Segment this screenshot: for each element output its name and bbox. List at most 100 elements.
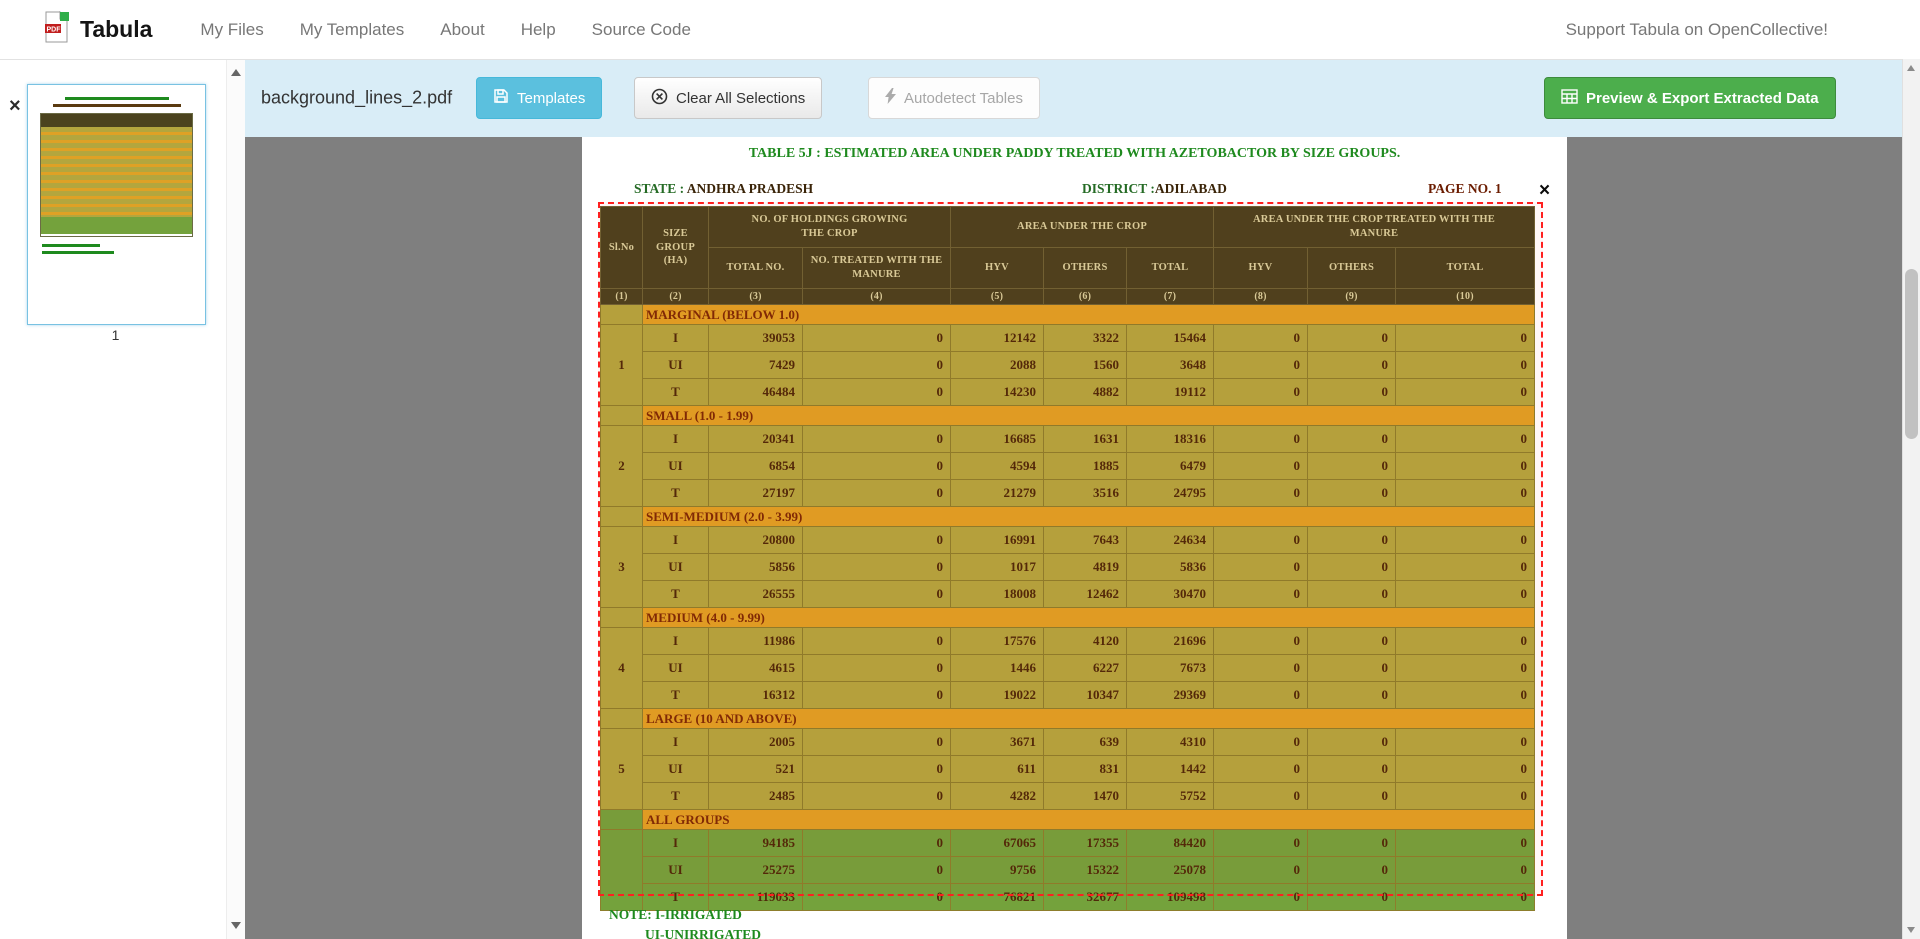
table-cell: 0 bbox=[1213, 479, 1308, 507]
thumbnail-table-header bbox=[41, 114, 192, 127]
support-link[interactable]: Support Tabula on OpenCollective! bbox=[1565, 19, 1828, 39]
svg-text:PDF: PDF bbox=[47, 26, 62, 33]
table-cell: 1017 bbox=[950, 553, 1044, 581]
pdf-page[interactable]: TABLE 5J : ESTIMATED AREA UNDER PADDY TR… bbox=[582, 137, 1567, 939]
table-cell: 0 bbox=[1307, 856, 1396, 884]
templates-button[interactable]: Templates bbox=[476, 77, 603, 119]
nav-my-templates[interactable]: My Templates bbox=[299, 19, 405, 39]
preview-export-button[interactable]: Preview & Export Extracted Data bbox=[1544, 77, 1836, 119]
table-cell: 0 bbox=[802, 856, 951, 884]
table-cell: 0 bbox=[802, 378, 951, 406]
table-cell: 0 bbox=[1307, 681, 1396, 709]
table-cell: 0 bbox=[1394, 654, 1536, 682]
table-cell: 19112 bbox=[1126, 378, 1214, 406]
selection-rectangle[interactable] bbox=[598, 202, 1543, 896]
table-cell: 29369 bbox=[1126, 681, 1214, 709]
table-cell: 0 bbox=[802, 479, 951, 507]
clear-icon bbox=[651, 88, 668, 109]
table-cell: 0 bbox=[1213, 856, 1308, 884]
brand[interactable]: PDF Tabula bbox=[44, 10, 152, 48]
table-row: 4 I 11986 0 17576 4120 21696 0 0 0 bbox=[600, 627, 1536, 709]
table-cell: 6227 bbox=[1043, 654, 1127, 682]
remove-file-icon[interactable]: × bbox=[9, 95, 21, 117]
row-type-cell: I bbox=[642, 425, 709, 453]
window-scrollbar[interactable] bbox=[1902, 59, 1920, 939]
table-cell: 0 bbox=[1307, 452, 1396, 480]
nav-source-code[interactable]: Source Code bbox=[591, 19, 691, 39]
table-cell: 0 bbox=[1394, 627, 1536, 655]
nav-about[interactable]: About bbox=[440, 19, 485, 39]
row-type-cell: T bbox=[642, 782, 709, 810]
slno-cell bbox=[600, 829, 643, 911]
table-cell: 5752 bbox=[1126, 782, 1214, 810]
pdf-viewer: TABLE 5J : ESTIMATED AREA UNDER PADDY TR… bbox=[245, 137, 1920, 939]
table-cell: 0 bbox=[1213, 553, 1308, 581]
row-type-cell: UI bbox=[642, 654, 709, 682]
table-cell: 0 bbox=[1394, 856, 1536, 884]
sidebar-scrollbar[interactable] bbox=[226, 59, 245, 939]
district-field: DISTRICT :ADILABAD bbox=[1082, 181, 1227, 197]
autodetect-tables-button[interactable]: Autodetect Tables bbox=[868, 77, 1040, 119]
table-cell: 12142 bbox=[950, 324, 1044, 352]
col-subheader: HYV bbox=[950, 247, 1044, 289]
table-cell: 1446 bbox=[950, 654, 1044, 682]
table-cell: 4819 bbox=[1043, 553, 1127, 581]
table-cell: 6854 bbox=[708, 452, 803, 480]
table-row: 1 I 39053 0 12142 3322 15464 0 0 0 bbox=[600, 324, 1536, 406]
scrollbar-thumb[interactable] bbox=[1905, 269, 1918, 439]
table-cell: 611 bbox=[950, 755, 1044, 783]
col-header-slno: Sl.No bbox=[600, 206, 643, 289]
nav-help[interactable]: Help bbox=[520, 19, 556, 39]
col-number: (4) bbox=[802, 288, 951, 305]
district-label: DISTRICT : bbox=[1082, 181, 1155, 196]
group-band-row: SMALL (1.0 - 1.99) bbox=[600, 405, 1536, 426]
table-cell bbox=[600, 809, 643, 830]
table-cell: 3516 bbox=[1043, 479, 1127, 507]
table-cell: 0 bbox=[1213, 883, 1308, 911]
selection-close-button[interactable]: × bbox=[1539, 180, 1551, 201]
table-cell: 639 bbox=[1043, 728, 1127, 756]
col-header-area: AREA UNDER THE CROP bbox=[950, 206, 1214, 248]
table-row: UI 25275 0 9756 15322 25078 0 0 0 bbox=[601, 856, 1536, 884]
table-cell: 0 bbox=[802, 627, 951, 655]
table-cell: 119033 bbox=[708, 883, 803, 911]
scroll-up-icon[interactable] bbox=[231, 69, 241, 76]
clear-all-selections-button[interactable]: Clear All Selections bbox=[634, 77, 823, 119]
page-thumbnail[interactable] bbox=[27, 84, 206, 325]
tabula-logo-icon: PDF bbox=[44, 10, 70, 48]
scroll-down-icon[interactable] bbox=[231, 922, 241, 929]
nav-my-files[interactable]: My Files bbox=[200, 19, 264, 39]
table-cell: 0 bbox=[1307, 526, 1396, 554]
table-cell: 19022 bbox=[950, 681, 1044, 709]
document-title: TABLE 5J : ESTIMATED AREA UNDER PADDY TR… bbox=[748, 146, 1401, 161]
table-cell: 0 bbox=[802, 452, 951, 480]
col-subheader: TOTAL bbox=[1126, 247, 1214, 289]
scrollbar-down-icon[interactable] bbox=[1907, 927, 1915, 933]
table-row: T 46484 0 14230 4882 19112 0 0 0 bbox=[601, 378, 1536, 406]
state-value: ANDHRA PRADESH bbox=[686, 181, 814, 196]
table-cell: 27197 bbox=[708, 479, 803, 507]
state-field: STATE : ANDHRA PRADESH bbox=[634, 181, 813, 197]
table-cell: 0 bbox=[1213, 351, 1308, 379]
table-cell: 26555 bbox=[708, 580, 803, 608]
table-cell: 0 bbox=[1394, 351, 1536, 379]
table-cell: 24634 bbox=[1126, 526, 1214, 554]
thumbnail-table-preview bbox=[40, 113, 193, 237]
table-cell: 0 bbox=[1394, 883, 1536, 911]
thumbnail-meta-line bbox=[52, 104, 181, 107]
scrollbar-up-icon[interactable] bbox=[1907, 65, 1915, 71]
toolbar: background_lines_2.pdf Templates Clear A… bbox=[245, 59, 1920, 137]
table-row: T 16312 0 19022 10347 29369 0 0 0 bbox=[601, 681, 1536, 709]
table-cell: 0 bbox=[1394, 324, 1536, 352]
table-cell: 0 bbox=[1394, 425, 1536, 453]
col-subheader: NO. TREATED WITH THE MANURE bbox=[802, 247, 951, 289]
document-note: NOTE: I-IRRIGATED UI-UNIRRIGATED bbox=[609, 905, 761, 939]
table-cell bbox=[600, 405, 643, 426]
table-cell: 4882 bbox=[1043, 378, 1127, 406]
thumbnail-sidebar: × 1 bbox=[0, 59, 245, 939]
row-type-cell: UI bbox=[642, 452, 709, 480]
table-cell: 0 bbox=[1394, 755, 1536, 783]
slno-cell: 4 bbox=[600, 627, 643, 709]
table-cell: 24795 bbox=[1126, 479, 1214, 507]
